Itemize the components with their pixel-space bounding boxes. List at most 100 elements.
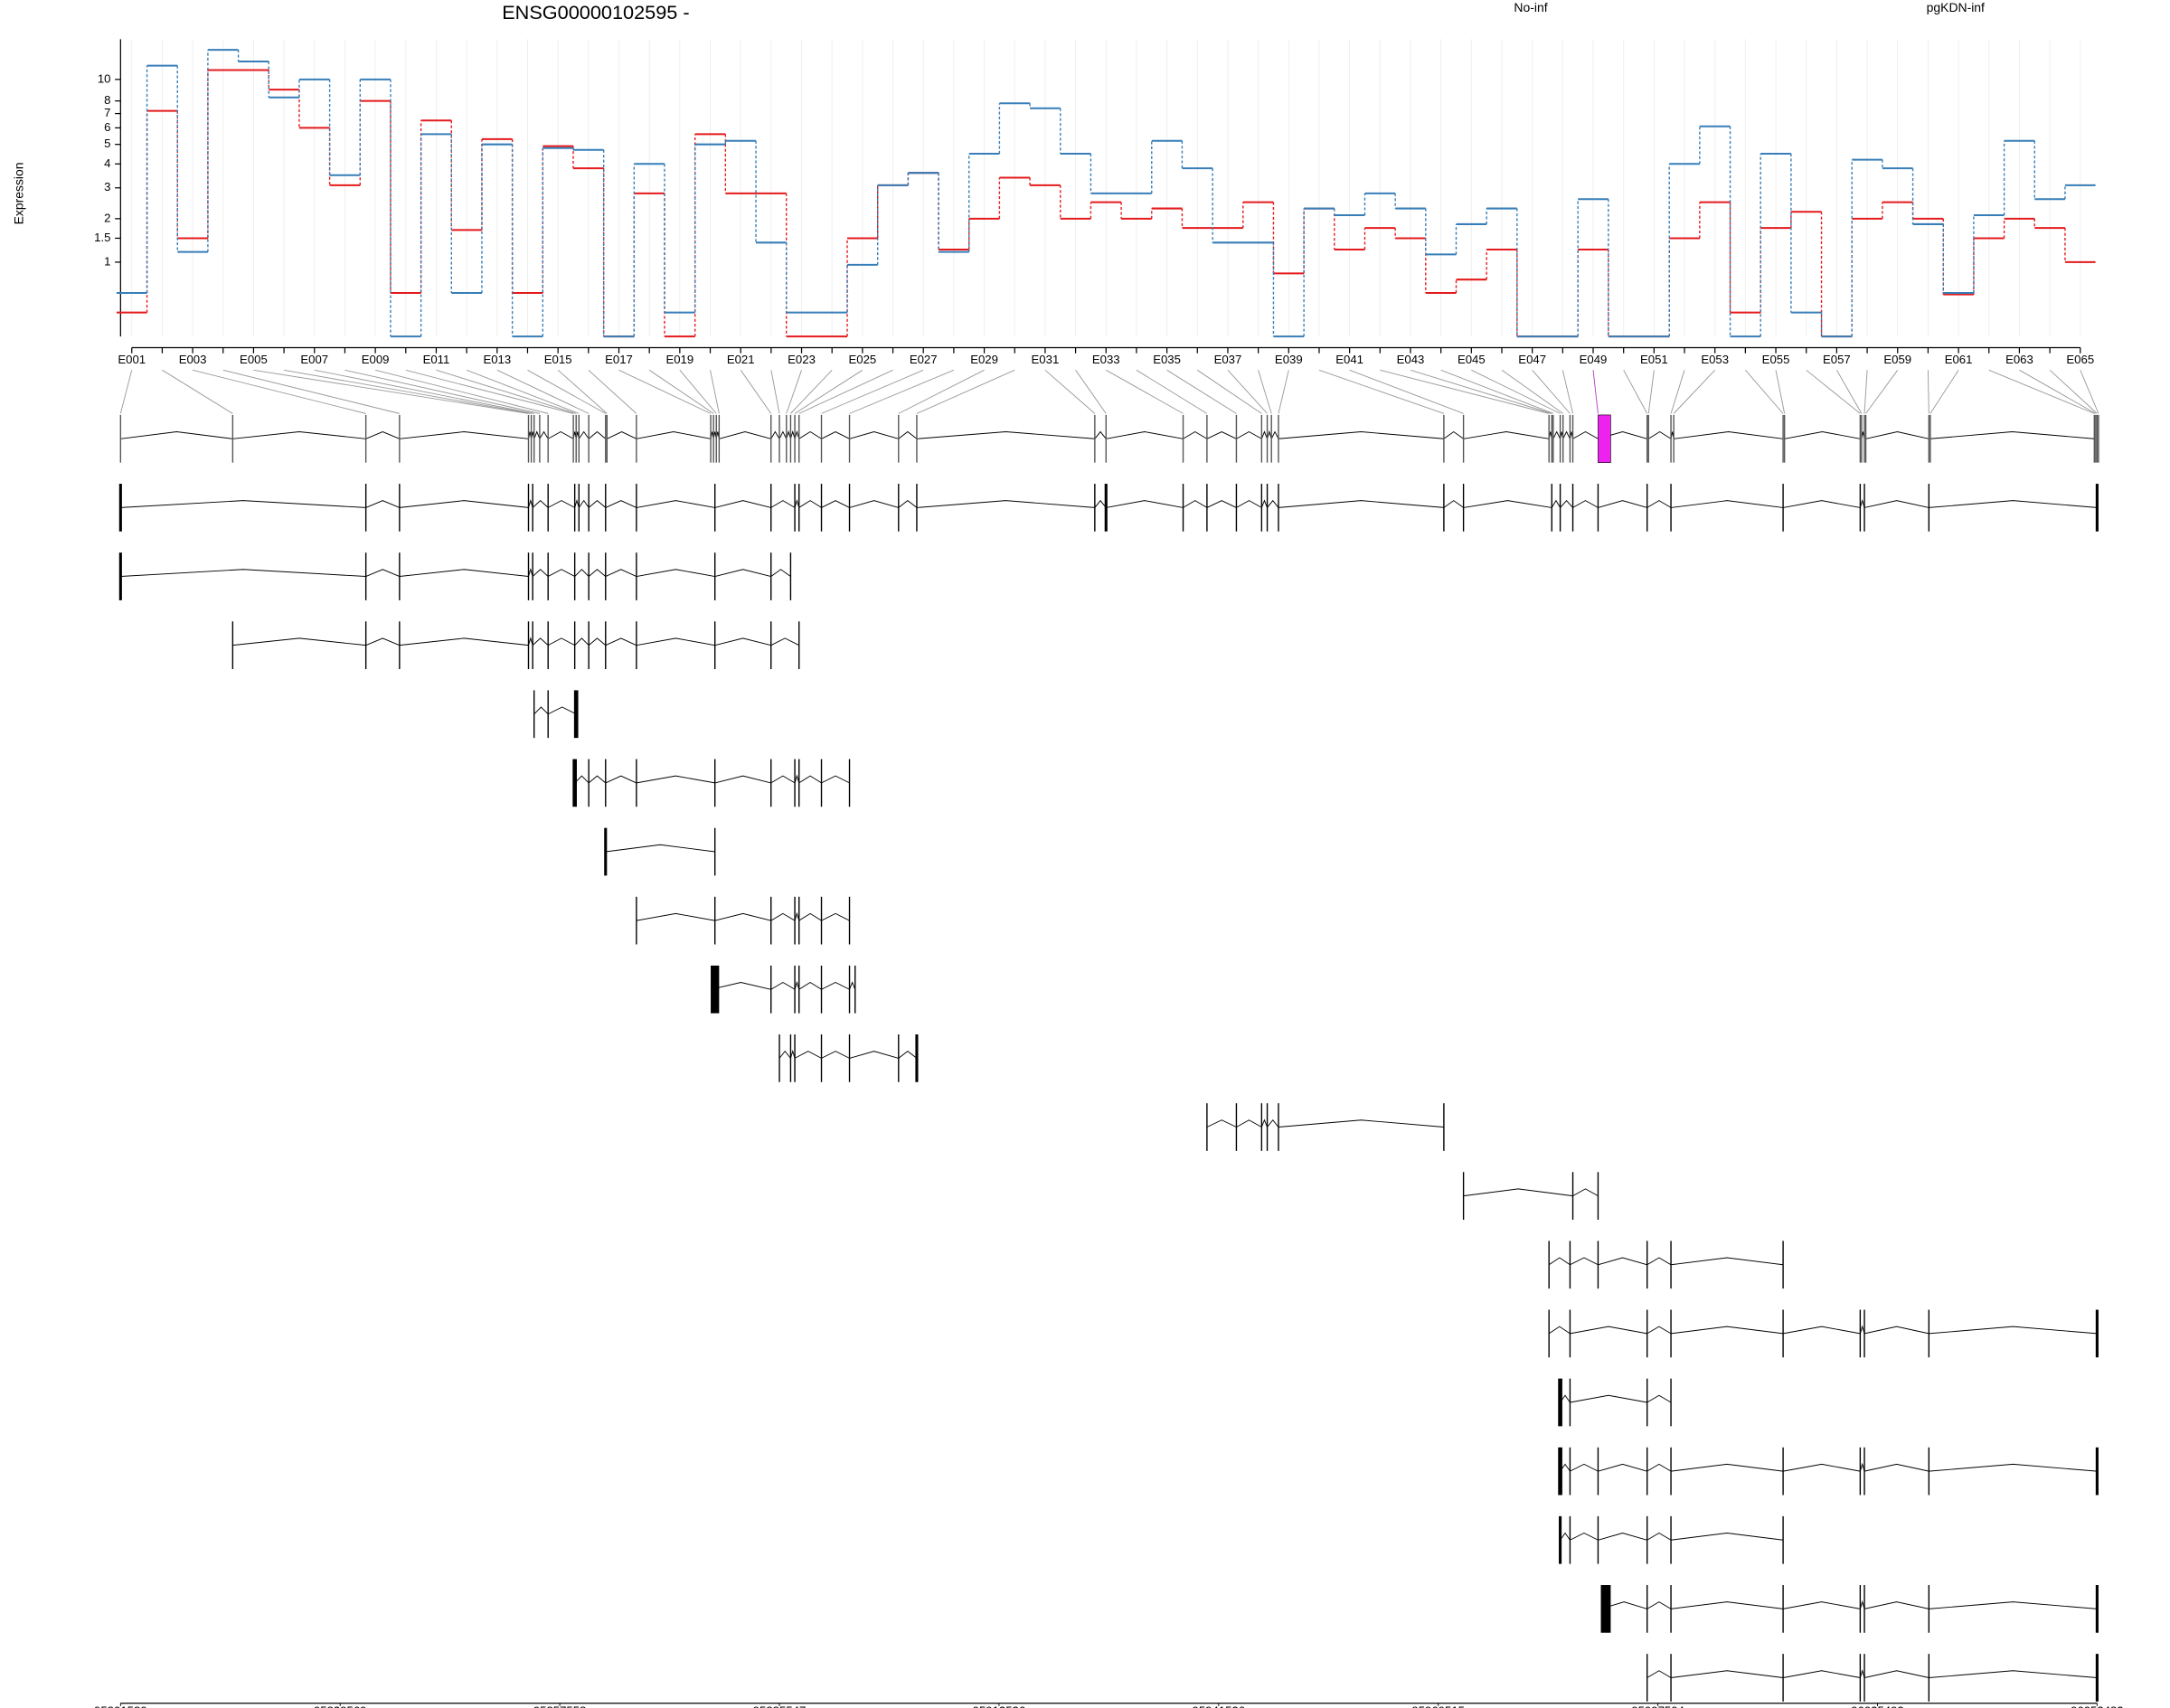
exon-connector [466,369,580,414]
exon-connector [1349,369,1464,414]
exon-connector [1044,369,1096,414]
intron [1267,1119,1279,1128]
intron [399,431,529,439]
intron [588,569,607,577]
intron [1783,1326,1861,1335]
genome-tick-label: 96053482 [2071,1704,2124,1708]
exon-connector [1106,369,1184,414]
x-tick-label: E027 [910,353,938,366]
intron [574,775,590,784]
intron [798,775,822,784]
intron [1278,500,1444,508]
x-tick-label: E049 [1580,353,1608,366]
intron [365,637,401,646]
intron [1863,1463,1929,1472]
intron [1598,1257,1647,1266]
intron [710,982,771,990]
exon-connector [1471,369,1561,414]
intron [794,774,800,784]
exon-connector [1561,370,1573,414]
x-tick-label: E063 [2005,353,2033,366]
intron [1646,1257,1672,1266]
intron [794,911,800,921]
intron [798,912,822,921]
y-tick-label: 1.5 [94,231,110,244]
intron [547,569,575,577]
intron [1598,1463,1647,1472]
intron [1859,1462,1865,1472]
genome-tick-label: 95969515 [1411,1704,1465,1708]
exon-connector [1410,369,1552,414]
exon [2095,484,2099,532]
intron [528,499,533,508]
exon-connector [770,370,780,414]
intron [1646,1532,1672,1541]
intron [1260,499,1268,508]
intron [1267,499,1279,508]
intron [1646,1394,1672,1403]
intron [794,499,800,508]
intron [547,430,574,439]
exon-connector [222,369,400,414]
intron [1598,500,1647,508]
intron [365,431,401,439]
exon-connector [344,369,541,414]
genome-tick-label: 95801580 [94,1704,147,1708]
intron [1671,1326,1784,1335]
intron [1443,500,1464,508]
genome-tick-label: 95857558 [533,1704,587,1708]
exon [118,552,122,600]
intron [636,775,715,784]
exon [2095,1447,2099,1496]
exon-connector [1623,370,1648,414]
x-tick-label: E037 [1214,353,1242,366]
x-tick-label: E065 [2066,353,2094,366]
legend-label: pgKDN-inf [1927,0,1985,14]
intron [532,637,549,646]
intron [1094,499,1107,508]
genome-tick-label: 96025493 [1851,1704,1904,1708]
intron [1551,499,1561,508]
intron [1863,500,1929,508]
intron [1236,500,1262,508]
intron [547,637,575,646]
intron [605,775,637,784]
x-tick-label: E053 [1701,353,1729,366]
intron [636,912,715,921]
y-tick-label: 8 [104,93,110,107]
intron [1278,431,1444,439]
intron [578,499,590,508]
intron [1671,1463,1784,1472]
exon-connector [1806,369,1861,414]
intron [365,569,401,577]
exon [1104,484,1108,532]
intron [574,499,580,508]
intron [1570,1326,1647,1335]
intron [1548,1257,1571,1266]
intron [636,637,715,646]
exon-connector [1278,370,1289,414]
intron [898,500,918,508]
intron [588,775,607,784]
intron [1260,1118,1268,1128]
exon-connector [527,369,606,414]
exon [1558,1378,1562,1427]
intron [1206,431,1237,439]
intron [1929,500,2098,508]
y-tick-label: 1 [104,254,110,268]
intron [1206,1119,1237,1128]
intron [1236,1119,1262,1128]
intron [798,981,822,990]
intron [1572,1188,1599,1197]
intron [916,431,1095,439]
x-tick-label: E059 [1883,353,1911,366]
exon [1598,414,1611,463]
exon-connector [916,369,1015,414]
exon [2095,1309,2099,1358]
intron [1863,1326,1929,1335]
intron [1671,1533,1784,1541]
y-tick-label: 2 [104,211,110,224]
intron [1783,1601,1861,1609]
exon-connector [790,369,833,414]
intron [1929,1670,2098,1678]
